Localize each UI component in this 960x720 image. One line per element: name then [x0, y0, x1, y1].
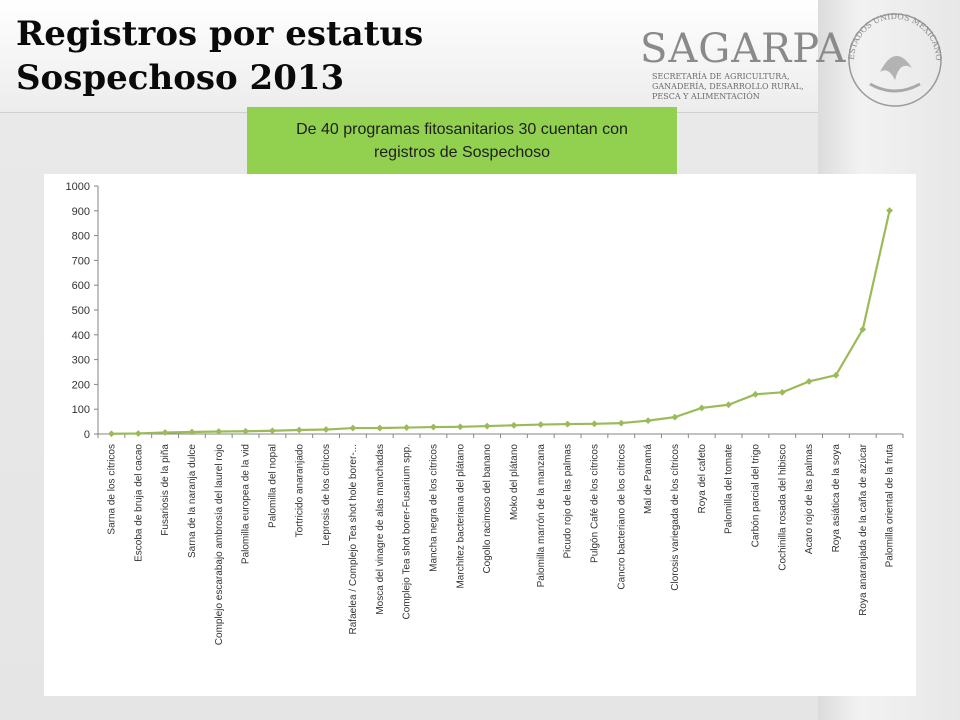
- data-point: [108, 430, 115, 438]
- data-point: [671, 413, 679, 421]
- y-tick-label: 700: [72, 255, 90, 267]
- y-tick-label: 800: [72, 231, 90, 243]
- y-tick-label: 400: [72, 330, 90, 342]
- x-category-label: Cogollo racimoso del banano: [482, 444, 493, 574]
- x-category-label: Palomilla europea de la vid: [241, 444, 252, 564]
- line-chart: 0 100 200 300 400 500 600 700 800 900 1000 Sarna d…: [66, 181, 904, 646]
- sagarpa-logo: SAGARPA: [640, 26, 847, 72]
- x-category-label: Palomilla oriental de la fruta: [885, 444, 896, 568]
- data-point: [242, 427, 249, 435]
- data-point: [617, 419, 625, 427]
- data-point: [510, 421, 518, 429]
- x-category-label: Clorosis variegada de los cítricos: [670, 444, 681, 591]
- page-title: Registros por estatus Sospechoso 2013: [16, 14, 424, 98]
- data-point: [886, 207, 893, 214]
- x-category-label: Cancro bacteriano de los cítricos: [616, 444, 627, 590]
- data-point: [430, 423, 437, 431]
- data-point: [591, 420, 598, 428]
- x-category-label: Roya asiática de la soya: [831, 444, 842, 553]
- data-point: [859, 325, 867, 333]
- x-category-label: Palomilla del tomate: [724, 444, 735, 534]
- y-tick-label: 900: [72, 206, 90, 218]
- x-category-label: Pulgón Café de los cítricos: [589, 444, 600, 563]
- data-point: [778, 388, 786, 396]
- y-axis: 0 100 200 300 400 500 600 700 800 900 1000: [66, 181, 99, 441]
- data-point: [295, 426, 303, 434]
- x-category-label: Mosca del vinagre de alas manchadas: [375, 444, 386, 615]
- x-category-label: Carbón parcial del trigo: [750, 444, 761, 548]
- sagarpa-logo-subtitle: SECRETARÍA DE AGRICULTURA, GANADERÍA, DE…: [652, 72, 804, 101]
- data-point: [349, 424, 357, 432]
- data-point: [698, 404, 706, 412]
- x-category-label: Escoba de bruja del cacao: [133, 444, 144, 562]
- x-axis: Sarna de los cítricos Escoba de bruja del…: [97, 433, 904, 646]
- data-point: [456, 423, 464, 431]
- svg-text:ESTADOS UNIDOS MEXICANOS: ESTADOS UNIDOS MEXICANOS: [840, 2, 943, 61]
- data-point: [269, 427, 276, 435]
- x-category-label: Sarna de los cítricos: [106, 444, 117, 535]
- data-point: [644, 417, 652, 425]
- y-tick-label: 500: [72, 305, 90, 317]
- y-tick-label: 100: [72, 404, 90, 416]
- data-point: [188, 428, 196, 436]
- x-category-label: Roya anaranjada de la caña de azúcar: [858, 443, 869, 615]
- data-point: [805, 378, 813, 385]
- data-point: [537, 421, 545, 428]
- data-point: [134, 430, 142, 437]
- x-category-label: Roya del cafeto: [697, 444, 708, 514]
- x-category-label: Leprosis de los cítricos: [321, 444, 332, 546]
- x-category-label: Cochinilla rosada del hibisco: [777, 444, 788, 571]
- y-tick-label: 0: [84, 429, 90, 441]
- x-category-label: Complejo Tea shot borer-Fusarium spp.: [402, 444, 413, 619]
- x-category-label: Palomilla del nopal: [267, 444, 278, 528]
- x-category-label: Complejo escarabajo ambrosía del laurel …: [214, 444, 225, 646]
- x-category-label: Fusariosis de la piña: [160, 444, 171, 536]
- data-point: [483, 422, 491, 430]
- y-tick-label: 300: [72, 355, 90, 367]
- data-point: [752, 390, 759, 398]
- x-category-label: Moko del plátano: [509, 444, 520, 521]
- chart-panel: 0 100 200 300 400 500 600 700 800 900 1000 Sarna d…: [44, 174, 916, 696]
- series-layer: [108, 207, 893, 438]
- x-category-label: Marchitez bacteriana del plátano: [455, 444, 466, 589]
- x-category-label: Sarna de la naranja dulce: [187, 444, 198, 558]
- y-tick-label: 600: [72, 280, 90, 292]
- x-category-label: Picudo rojo de las palmas: [563, 444, 574, 559]
- x-category-label: Rafaelea / Complejo Tea shot hole borer-…: [348, 444, 359, 634]
- x-category-label: Mancha negra de los cítricos: [428, 444, 439, 572]
- callout-box: De 40 programas fitosanitarios 30 cuenta…: [247, 107, 677, 175]
- data-point: [161, 429, 169, 436]
- data-point: [725, 401, 732, 409]
- callout-text: De 40 programas fitosanitarios 30 cuenta…: [296, 121, 628, 161]
- y-tick-label: 1000: [66, 181, 90, 193]
- x-category-label: Tortricido anaranjado: [294, 444, 305, 538]
- data-point: [403, 424, 410, 431]
- data-point: [215, 428, 223, 435]
- mexico-seal-icon: ESTADOS UNIDOS MEXICANOS: [840, 2, 943, 107]
- x-category-label: Palomilla marrón de la manzana: [536, 444, 547, 588]
- data-point: [564, 420, 571, 428]
- x-category-label: Mal de Panamá: [643, 444, 654, 514]
- header-band: [0, 0, 820, 113]
- seal-text: ESTADOS UNIDOS MEXICANOS: [840, 2, 943, 61]
- data-point: [322, 426, 330, 433]
- x-category-label: Acaro rojo de las palmas: [804, 444, 815, 554]
- series-line: [111, 210, 891, 435]
- data-point: [376, 424, 384, 432]
- y-tick-label: 200: [72, 379, 90, 391]
